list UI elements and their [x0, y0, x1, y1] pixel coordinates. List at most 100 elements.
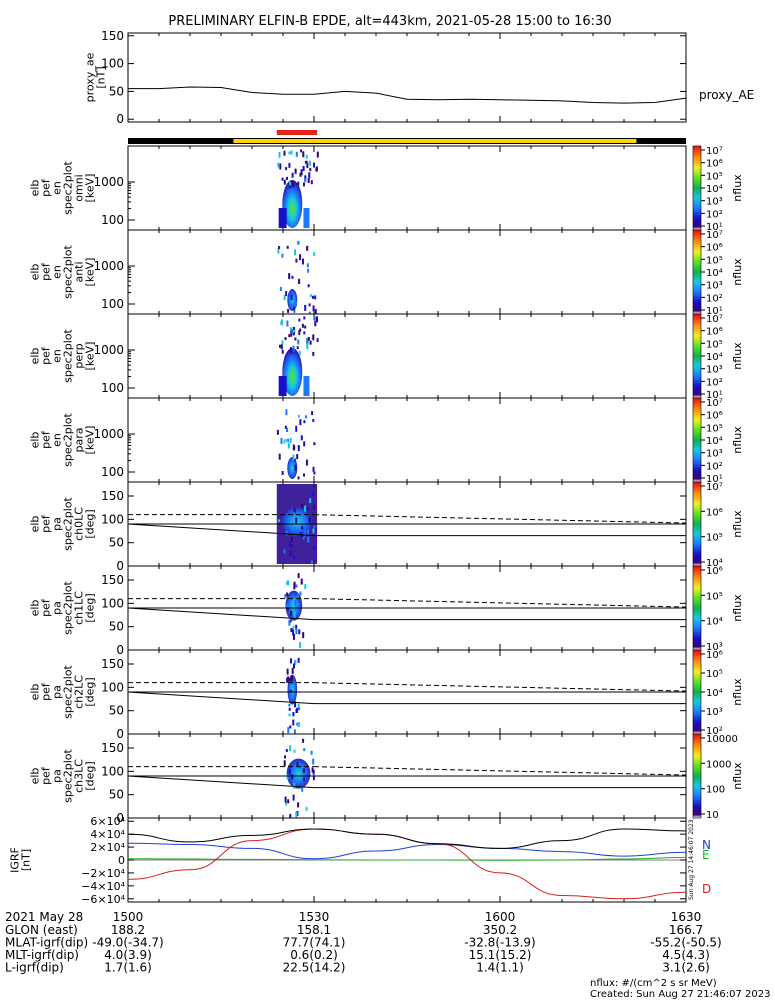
y-tick-label: 1000: [93, 259, 124, 273]
spectrogram-pixel: [306, 459, 308, 466]
y-tick-label: 50: [109, 788, 124, 802]
y-tick-label: 4×10⁴: [90, 828, 125, 841]
panel-ylabel-line: spec2plot: [62, 329, 75, 383]
spectrogram-pixel: [290, 330, 293, 337]
spectrogram-pixel: [313, 442, 316, 446]
spectrogram-pixel: [280, 319, 283, 326]
loss-cone-dashed-line: [313, 514, 687, 524]
panel-ylabel-line: spec2plot: [62, 749, 75, 803]
spectrogram-pixel: [305, 154, 308, 159]
spectrogram-pixel: [297, 657, 300, 663]
x-tick-label: 1600: [485, 910, 516, 924]
panel-ylabel-line: pef: [40, 430, 53, 449]
spectrogram-pixel: [297, 476, 300, 480]
spectrogram-pixel: [316, 338, 319, 343]
spectrogram-pixel: [302, 166, 305, 171]
colorbar-tick-label: 10⁶: [706, 159, 723, 170]
y-tick-label: 1000: [93, 175, 124, 189]
y-tick-label: 50: [109, 536, 124, 550]
spectrogram-pixel: [288, 619, 291, 626]
spectrogram-pixel: [312, 769, 315, 775]
y-tick-label: 100: [101, 512, 124, 526]
spectrogram-pixel: [305, 415, 308, 419]
spectrogram-pixel: [281, 471, 284, 475]
spectrogram-pixel: [304, 530, 307, 537]
spectrogram-pixel: [297, 181, 300, 186]
orbit-row-value: -32.8(-13.9): [464, 936, 535, 950]
spectrogram-pixel: [306, 160, 308, 164]
spectrogram-pixel: [284, 337, 287, 341]
spectrogram-pixel: [293, 507, 296, 514]
spectrogram-pixel: [300, 149, 303, 153]
panel-ylabel-line: pa: [51, 685, 64, 699]
panel-ylabel-line: spec2plot: [62, 245, 75, 299]
spectrogram-pixel: [307, 529, 310, 535]
spectrogram-pixel: [298, 278, 301, 284]
panel-ylabel-line: elb: [29, 180, 42, 197]
spectrogram-pixel: [285, 749, 288, 752]
loss-cone-dashed-line: [313, 682, 687, 692]
spectrogram-pixel: [295, 606, 298, 613]
orbit-row-label: MLT-igrf(dip): [5, 948, 79, 962]
spectrogram-pixel: [308, 303, 311, 307]
y-tick-label: 100: [101, 57, 124, 71]
panel-ylabel-line: pa: [51, 517, 64, 531]
spectrogram-pixel: [285, 802, 288, 806]
spectrogram-pixel: [296, 707, 299, 713]
spectrogram-pixel: [288, 707, 291, 711]
footer-units: nflux: #/(cm^2 s sr MeV): [590, 978, 717, 989]
spectrogram-pixel: [289, 551, 292, 557]
panel-ylabel-line: proxy_ae: [84, 52, 97, 102]
orbit-row-label: MLAT-igrf(dip): [5, 936, 88, 950]
orbit-row-value: 1.4(1.1): [476, 961, 524, 975]
spectrogram-pixel: [281, 253, 284, 258]
spectrogram-pixel: [301, 503, 304, 508]
panel-ylabel-line: elb: [29, 264, 42, 281]
y-tick-label: 0: [116, 643, 124, 657]
spectrogram-pixel: [304, 178, 307, 183]
spectrogram-pixel: [292, 719, 295, 726]
spectrogram-pixel: [280, 344, 283, 350]
panel-ylabel-line: spec2plot: [62, 497, 75, 551]
colorbar-tick-label: 10¹: [706, 306, 723, 317]
colorbar: [692, 229, 702, 315]
y-tick-label: 100: [101, 381, 124, 395]
spectrogram-pixel: [284, 594, 287, 598]
panel-ylabel-line: elb: [29, 348, 42, 365]
colorbar-tick-label: 10¹: [706, 474, 723, 485]
orbit-row-value: 0.6(0.2): [290, 948, 338, 962]
panel-ylabel-line: [deg]: [84, 509, 97, 538]
spectrogram-pixel: [283, 549, 286, 554]
figure-title: PRELIMINARY ELFIN-B EPDE, alt=443km, 202…: [168, 14, 611, 29]
spectrogram-pixel: [294, 168, 297, 174]
spectrogram-pixel: [290, 347, 292, 354]
panel-ylabel-line: perp: [73, 343, 86, 368]
igrf-line-n: [127, 842, 687, 860]
colorbar-tick-label: 10⁷: [706, 146, 723, 157]
panel-ylabel-line: [keV]: [84, 426, 97, 455]
spectrogram-pixel: [312, 466, 315, 472]
panel-ylabel-line: elb: [29, 768, 42, 785]
spectrogram-pixel: [297, 573, 300, 579]
y-tick-label: 150: [101, 741, 124, 755]
spectrogram-pixel: [291, 172, 294, 178]
spectrogram-pixel: [297, 722, 300, 727]
colorbar-tick-label: 10⁶: [706, 327, 723, 338]
spectrogram-pixel: [292, 345, 295, 352]
panel-ylabel-line: spec2plot: [62, 413, 75, 467]
orbit-row-value: 188.2: [111, 923, 145, 937]
orbit-row-value: -55.2(-50.5): [650, 936, 721, 950]
panel-ylabel-line: [nT]: [95, 66, 108, 88]
spectrogram-pixel: [307, 336, 310, 341]
spectrogram-pixel: [290, 675, 293, 682]
igrf-series-label-d: D: [702, 882, 711, 896]
panel-frame: [127, 397, 687, 483]
spectrogram-pixel: [284, 425, 287, 429]
spectrogram-pixel: [301, 785, 304, 792]
spectrogram-pixel: [287, 727, 290, 734]
spectrogram-pixel: [293, 308, 296, 313]
colorbar-label: nflux: [731, 594, 744, 622]
orbit-row-value: 166.7: [669, 923, 703, 937]
colorbar-label: nflux: [731, 678, 744, 706]
colorbar: [692, 565, 702, 651]
